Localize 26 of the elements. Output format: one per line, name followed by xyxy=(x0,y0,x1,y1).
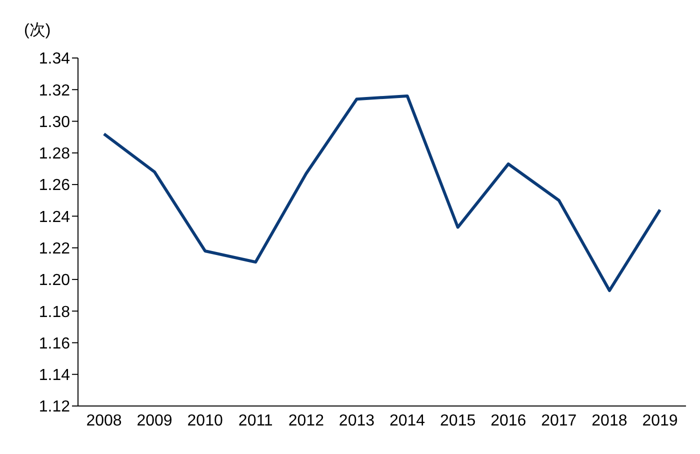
x-tick-label: 2009 xyxy=(136,412,172,430)
line-series xyxy=(102,94,662,292)
x-tick-label: 2018 xyxy=(592,412,628,430)
x-tick-label: 2011 xyxy=(238,412,273,430)
y-tick-label: 1.18 xyxy=(38,304,70,321)
y-tick-label: 1.28 xyxy=(38,146,70,163)
y-tick-label: 1.24 xyxy=(38,208,70,226)
y-tick-label: 1.12 xyxy=(38,398,70,416)
x-tick-label: 2016 xyxy=(490,412,526,430)
x-tick-label: 2015 xyxy=(440,412,476,430)
x-tick-label: 2013 xyxy=(338,412,375,430)
y-tick-label: 1.26 xyxy=(38,177,70,194)
y-tick-label: 1.22 xyxy=(38,240,70,258)
x-tick-label: 2010 xyxy=(187,412,223,430)
x-tick-label: 2012 xyxy=(288,412,324,430)
x-tick-label: 2019 xyxy=(642,412,678,430)
x-tick-label: 2014 xyxy=(389,412,426,430)
y-tick-label: 1.16 xyxy=(38,335,70,352)
y-axis-title: (次) xyxy=(24,21,51,41)
x-tick-label: 2017 xyxy=(541,412,577,430)
y-tick-label: 1.30 xyxy=(38,114,70,131)
y-tick-label: 1.20 xyxy=(38,272,70,290)
x-tick-label: 2008 xyxy=(86,412,122,430)
y-tick-label: 1.14 xyxy=(38,367,70,384)
y-tick-label: 1.32 xyxy=(38,82,70,100)
y-tick-label: 1.34 xyxy=(38,50,70,68)
